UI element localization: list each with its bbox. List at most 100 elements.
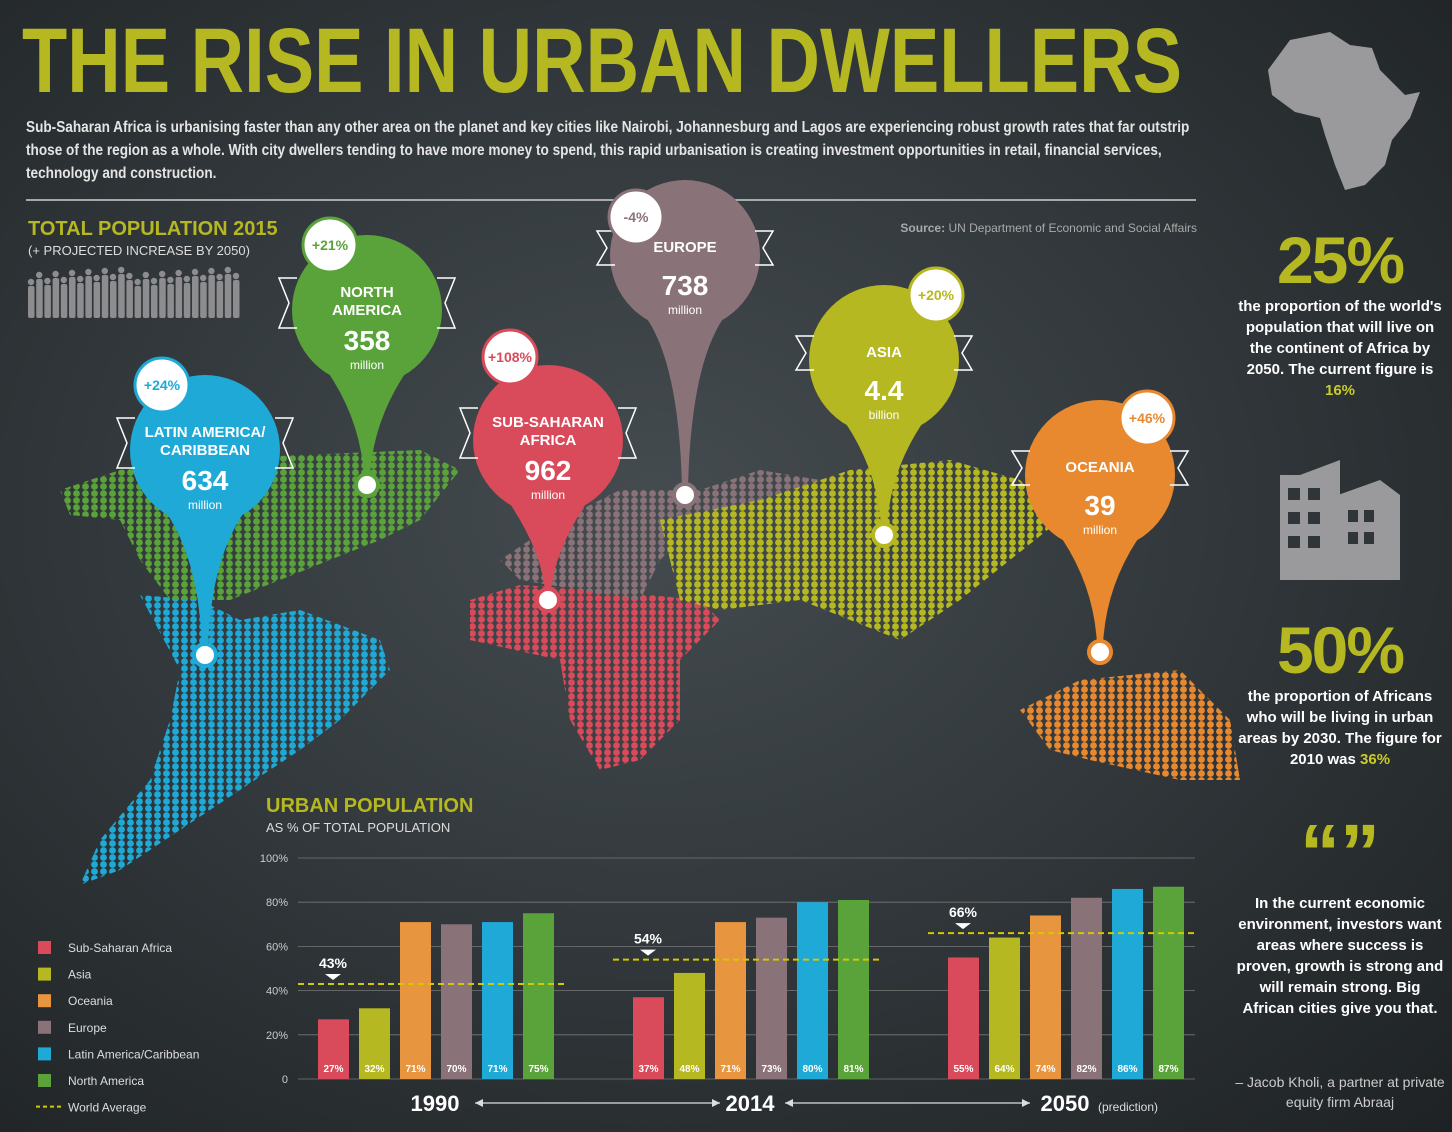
pin-dot [535,587,561,613]
person-head [93,274,100,282]
person-body [44,285,51,318]
banner [437,277,457,329]
banner [954,335,974,371]
pin-head [473,365,623,515]
banner [115,417,135,469]
legend-swatch [38,967,51,981]
person-body [28,286,35,318]
pin-dot [672,482,698,508]
bar [1071,897,1102,1079]
bar-value-label: 81% [843,1064,863,1075]
person-head [134,278,141,286]
world-average-label: 43% [319,955,348,971]
legend-swatch [38,941,51,954]
bar-value-label: 86% [1117,1064,1137,1075]
bar-value-label: 64% [994,1064,1014,1075]
people-icon [27,266,240,318]
person-head [142,271,149,279]
region-population: 634 [181,465,229,496]
bar-value-label: 73% [761,1064,781,1075]
person-head [36,271,43,279]
bar [482,922,513,1079]
person-head [183,275,190,283]
change-label: +20% [918,287,955,303]
region-name: OCEANIA [1065,459,1135,476]
person-head [150,277,158,285]
arrow-head [785,1099,793,1107]
change-label: +46% [1129,410,1166,426]
pin-dot [871,522,897,548]
person-head [109,273,117,281]
region-unit: million [667,303,702,317]
annotation: (prediction) [1098,1100,1158,1114]
person-head [27,278,35,286]
pin-dot [192,642,218,668]
banner [1010,450,1030,486]
x-tick-label: 2014 [726,1091,776,1116]
pin-tail [1062,539,1138,644]
person-head [216,273,223,281]
bar [633,997,664,1079]
y-tick-label: 40% [266,986,288,998]
person-body [233,280,240,318]
person-head [101,267,109,275]
legend-label: Asia [68,968,92,982]
stat-value: 25% [1276,223,1405,297]
legend-label: North America [68,1074,144,1088]
x-tick-label: 1990 [411,1091,460,1116]
change-badge [1118,389,1176,447]
bar-value-label: 71% [487,1064,507,1075]
pin: -4% [595,180,775,508]
person-head [224,266,231,274]
person-body [175,277,183,318]
bar-value-label: 82% [1076,1064,1096,1075]
person-head [200,274,207,282]
quote-icon: “” [1300,808,1380,897]
bar-value-label: 75% [528,1064,548,1075]
person-body [126,280,133,318]
building-windows [1288,488,1374,548]
person-body [151,285,158,318]
region-population: 738 [661,270,709,301]
banner [458,407,478,459]
bar [948,957,979,1079]
pin-head [809,285,959,435]
stat-text: the proportion of Africans who will be l… [1235,686,1445,770]
continent [500,470,820,600]
region-unit: billion [868,408,900,422]
banner [618,407,638,459]
bar [797,902,828,1079]
bar-value-label: 80% [802,1064,822,1075]
region-unit: million [187,498,222,512]
legend-swatch [38,1074,51,1087]
source-label: Source: [900,221,946,235]
bar [674,972,705,1079]
person-head [60,276,67,284]
region-population: 358 [343,325,391,356]
person-body [93,282,101,318]
change-label: +21% [312,237,349,253]
person-body [159,278,166,318]
bar-value-label: 87% [1158,1064,1178,1075]
banner [755,230,775,266]
region-unit: million [530,488,565,502]
bar [359,1008,390,1079]
y-tick-label: 0 [282,1074,288,1086]
arrow-head [712,1099,720,1107]
intro: Sub-Saharan Africa is urbanising faster … [26,119,1190,182]
continent [1020,670,1240,780]
stat-text: the proportion of the world's population… [1235,296,1445,401]
source: Source: UN Department of Economic and So… [900,221,1197,235]
world-average-label: 54% [634,931,663,947]
bar [838,899,869,1079]
chart-title: URBAN POPULATION [266,795,474,817]
bar-value-label: 74% [1035,1064,1055,1075]
title: THE RISE IN URBAN DWELLERS [22,10,1182,112]
person-body [85,276,92,318]
person-head [44,277,51,285]
legend-label: Sub-Saharan Africa [68,941,172,955]
pin: +24% [115,356,295,668]
person-body [183,283,191,318]
change-label: +24% [144,377,181,393]
